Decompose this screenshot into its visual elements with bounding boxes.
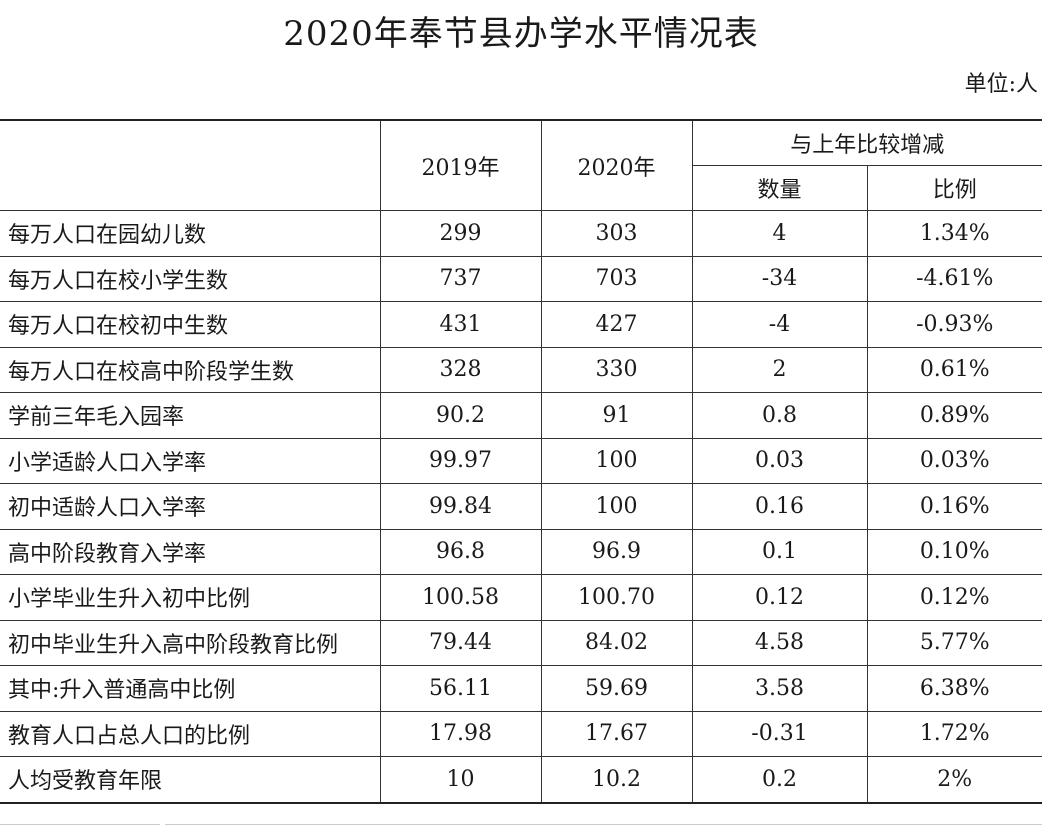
value-2020: 59.69 <box>540 665 693 712</box>
value-2019: 299 <box>379 210 542 257</box>
value-change: -34 <box>691 255 868 302</box>
value-2019: 99.97 <box>379 437 542 484</box>
header-2019: 2019年 <box>379 119 542 211</box>
value-2019: 100.58 <box>379 574 542 621</box>
header-2020: 2020年 <box>540 119 693 211</box>
table-body: 每万人口在园幼儿数 299 303 4 1.34% 每万人口在校小学生数 737 703 -34… <box>0 210 1042 804</box>
table-row: 学前三年毛入园率 90.2 91 0.8 0.89% <box>0 392 1042 439</box>
table-row: 小学毕业生升入初中比例 100.58 100.70 0.12 0.12% <box>0 574 1042 621</box>
footer-rule-right <box>165 824 1042 825</box>
page-title: 2020年奉节县办学水平情况表 <box>283 14 759 54</box>
table-row: 初中适龄人口入学率 99.84 100 0.16 0.16% <box>0 483 1042 530</box>
value-2020: 10.2 <box>540 756 693 804</box>
row-label: 每万人口在校初中生数 <box>0 301 381 348</box>
value-ratio: 1.34% <box>866 210 1042 257</box>
value-2020: 96.9 <box>540 528 693 575</box>
row-label: 高中阶段教育入学率 <box>0 528 381 575</box>
value-ratio: 0.89% <box>866 392 1042 439</box>
header-empty-cell <box>0 119 381 211</box>
value-2019: 737 <box>379 255 542 302</box>
header-compare-group: 与上年比较增减 <box>691 119 1042 166</box>
row-label: 每万人口在校小学生数 <box>0 255 381 302</box>
value-2020: 427 <box>540 301 693 348</box>
value-ratio: 0.16% <box>866 483 1042 530</box>
table-row: 每万人口在校高中阶段学生数 328 330 2 0.61% <box>0 346 1042 393</box>
value-change: 0.12 <box>691 574 868 621</box>
value-ratio: 1.72% <box>866 710 1042 757</box>
value-change: 0.16 <box>691 483 868 530</box>
value-2020: 100 <box>540 437 693 484</box>
value-2020: 91 <box>540 392 693 439</box>
value-change: 4 <box>691 210 868 257</box>
row-label: 初中适龄人口入学率 <box>0 483 381 530</box>
header-quantity: 数量 <box>692 165 868 211</box>
table-row: 小学适龄人口入学率 99.97 100 0.03 0.03% <box>0 437 1042 484</box>
value-ratio: 5.77% <box>866 619 1042 666</box>
value-ratio: -0.93% <box>866 301 1042 348</box>
value-2020: 100 <box>540 483 693 530</box>
value-2020: 703 <box>540 255 693 302</box>
value-ratio: 0.61% <box>866 346 1042 393</box>
row-label: 教育人口占总人口的比例 <box>0 710 381 757</box>
table-row: 每万人口在园幼儿数 299 303 4 1.34% <box>0 210 1042 257</box>
value-2020: 84.02 <box>540 619 693 666</box>
value-change: 0.8 <box>691 392 868 439</box>
value-2020: 303 <box>540 210 693 257</box>
header-ratio: 比例 <box>866 165 1042 211</box>
value-2019: 328 <box>379 346 542 393</box>
value-change: 0.03 <box>691 437 868 484</box>
table-row: 每万人口在校初中生数 431 427 -4 -0.93% <box>0 301 1042 348</box>
education-table: 2019年 2020年 与上年比较增减 数量 比例 每万人口在园幼儿数 299 30… <box>0 119 1042 804</box>
value-2019: 10 <box>379 756 542 804</box>
value-ratio: 2% <box>866 756 1042 804</box>
value-change: 4.58 <box>691 619 868 666</box>
table-row: 初中毕业生升入高中阶段教育比例 79.44 84.02 4.58 5.77% <box>0 619 1042 666</box>
unit-label: 单位:人 <box>964 72 1038 97</box>
value-2019: 90.2 <box>379 392 542 439</box>
value-2019: 99.84 <box>379 483 542 530</box>
table-row: 教育人口占总人口的比例 17.98 17.67 -0.31 1.72% <box>0 710 1042 757</box>
value-2020: 330 <box>540 346 693 393</box>
table-row: 人均受教育年限 10 10.2 0.2 2% <box>0 756 1042 804</box>
value-ratio: 0.03% <box>866 437 1042 484</box>
value-2019: 96.8 <box>379 528 542 575</box>
table-row: 高中阶段教育入学率 96.8 96.9 0.1 0.10% <box>0 528 1042 575</box>
value-2019: 79.44 <box>379 619 542 666</box>
row-label: 每万人口在园幼儿数 <box>0 210 381 257</box>
row-label: 学前三年毛入园率 <box>0 392 381 439</box>
value-change: -0.31 <box>691 710 868 757</box>
value-change: 0.2 <box>691 756 868 804</box>
row-label: 初中毕业生升入高中阶段教育比例 <box>0 619 381 666</box>
value-change: 0.1 <box>691 528 868 575</box>
value-ratio: 0.12% <box>866 574 1042 621</box>
table-row: 其中:升入普通高中比例 56.11 59.69 3.58 6.38% <box>0 665 1042 712</box>
row-label: 人均受教育年限 <box>0 756 381 804</box>
value-change: 3.58 <box>691 665 868 712</box>
footer-rule-left <box>0 824 160 825</box>
row-label: 每万人口在校高中阶段学生数 <box>0 346 381 393</box>
row-label: 其中:升入普通高中比例 <box>0 665 381 712</box>
value-2020: 100.70 <box>540 574 693 621</box>
row-label: 小学适龄人口入学率 <box>0 437 381 484</box>
value-2019: 56.11 <box>379 665 542 712</box>
value-ratio: 0.10% <box>866 528 1042 575</box>
value-2019: 17.98 <box>379 710 542 757</box>
table-header: 2019年 2020年 与上年比较增减 数量 比例 <box>0 119 1042 211</box>
value-2019: 431 <box>379 301 542 348</box>
table-row: 每万人口在校小学生数 737 703 -34 -4.61% <box>0 255 1042 302</box>
row-label: 小学毕业生升入初中比例 <box>0 574 381 621</box>
value-change: 2 <box>691 346 868 393</box>
value-ratio: 6.38% <box>866 665 1042 712</box>
value-ratio: -4.61% <box>866 255 1042 302</box>
value-change: -4 <box>691 301 868 348</box>
value-2020: 17.67 <box>540 710 693 757</box>
